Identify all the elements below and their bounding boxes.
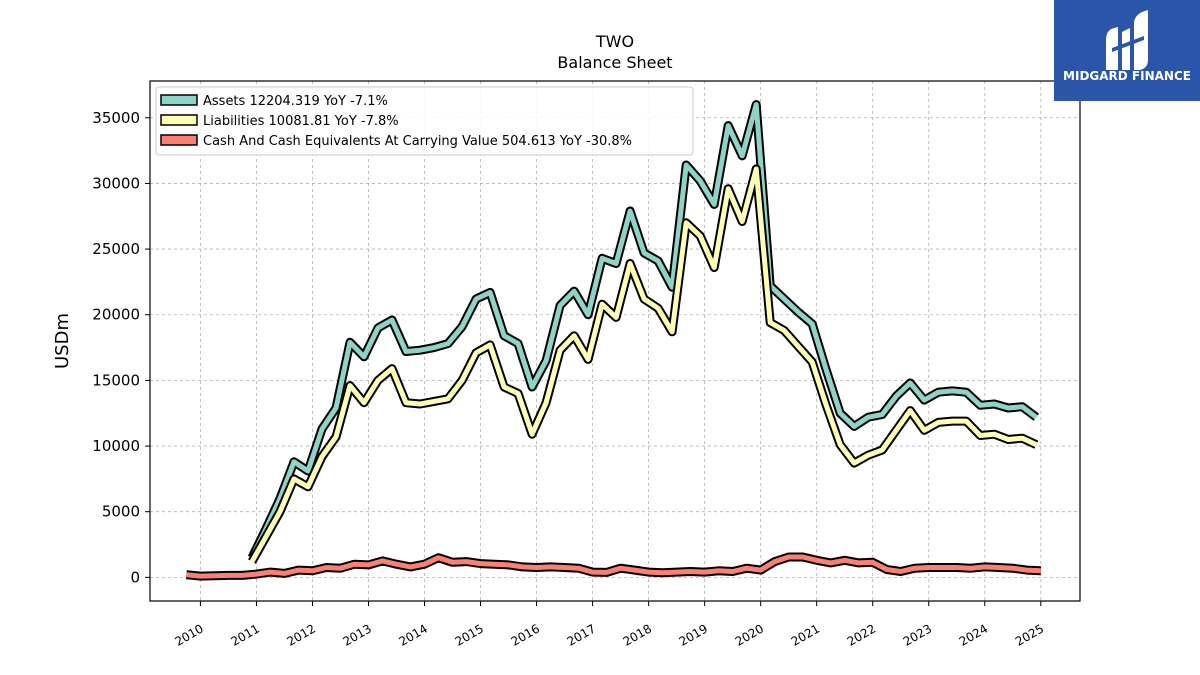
logo-text: MIDGARD FINANCE — [1063, 69, 1191, 83]
y-tick-label: 15000 — [92, 371, 140, 389]
series-line — [249, 166, 1038, 563]
y-tick-label: 10000 — [92, 437, 140, 455]
legend: Assets 12204.319 YoY -7.1% Liabilities 10… — [155, 86, 694, 156]
midgard-finance-logo: MIDGARD FINANCE — [1054, 0, 1200, 101]
y-tick-label: 5000 — [102, 503, 140, 521]
chart-subtitle: Balance Sheet — [557, 53, 672, 72]
legend-label: Liabilities 10081.81 YoY -7.8% — [203, 114, 399, 129]
legend-label: Cash And Cash Equivalents At Carrying Va… — [203, 134, 632, 149]
legend-item: Assets 12204.319 YoY -7.1% — [160, 94, 388, 109]
y-tick-label: 25000 — [92, 240, 140, 258]
logo-mark-icon — [1106, 10, 1148, 70]
y-tick-label: 0 — [130, 568, 140, 586]
legend-item: Liabilities 10081.81 YoY -7.8% — [160, 114, 399, 129]
y-tick-label: 20000 — [92, 306, 140, 324]
series-lines — [185, 100, 1041, 581]
grid-lines — [150, 81, 1080, 601]
legend-label: Assets 12204.319 YoY -7.1% — [203, 94, 388, 109]
chart-title: TWO — [595, 32, 634, 51]
y-tick-label: 35000 — [92, 109, 140, 127]
y-tick-label: 30000 — [92, 174, 140, 192]
series-line — [186, 554, 1041, 579]
y-axis-label: USDm — [52, 313, 73, 369]
series-0 — [247, 100, 1040, 560]
legend-item: Cash And Cash Equivalents At Carrying Va… — [160, 134, 632, 149]
series-1 — [248, 164, 1039, 564]
legend-swatch — [160, 134, 198, 146]
legend-box — [155, 86, 694, 156]
legend-swatch — [160, 114, 198, 126]
legend-swatch — [160, 94, 198, 106]
plot-frame — [149, 80, 1081, 602]
y-axis: 0 5000 10000 15000 20000 25000 30000 35000 — [92, 109, 150, 586]
series-2 — [185, 552, 1041, 581]
series-line — [249, 102, 1038, 559]
